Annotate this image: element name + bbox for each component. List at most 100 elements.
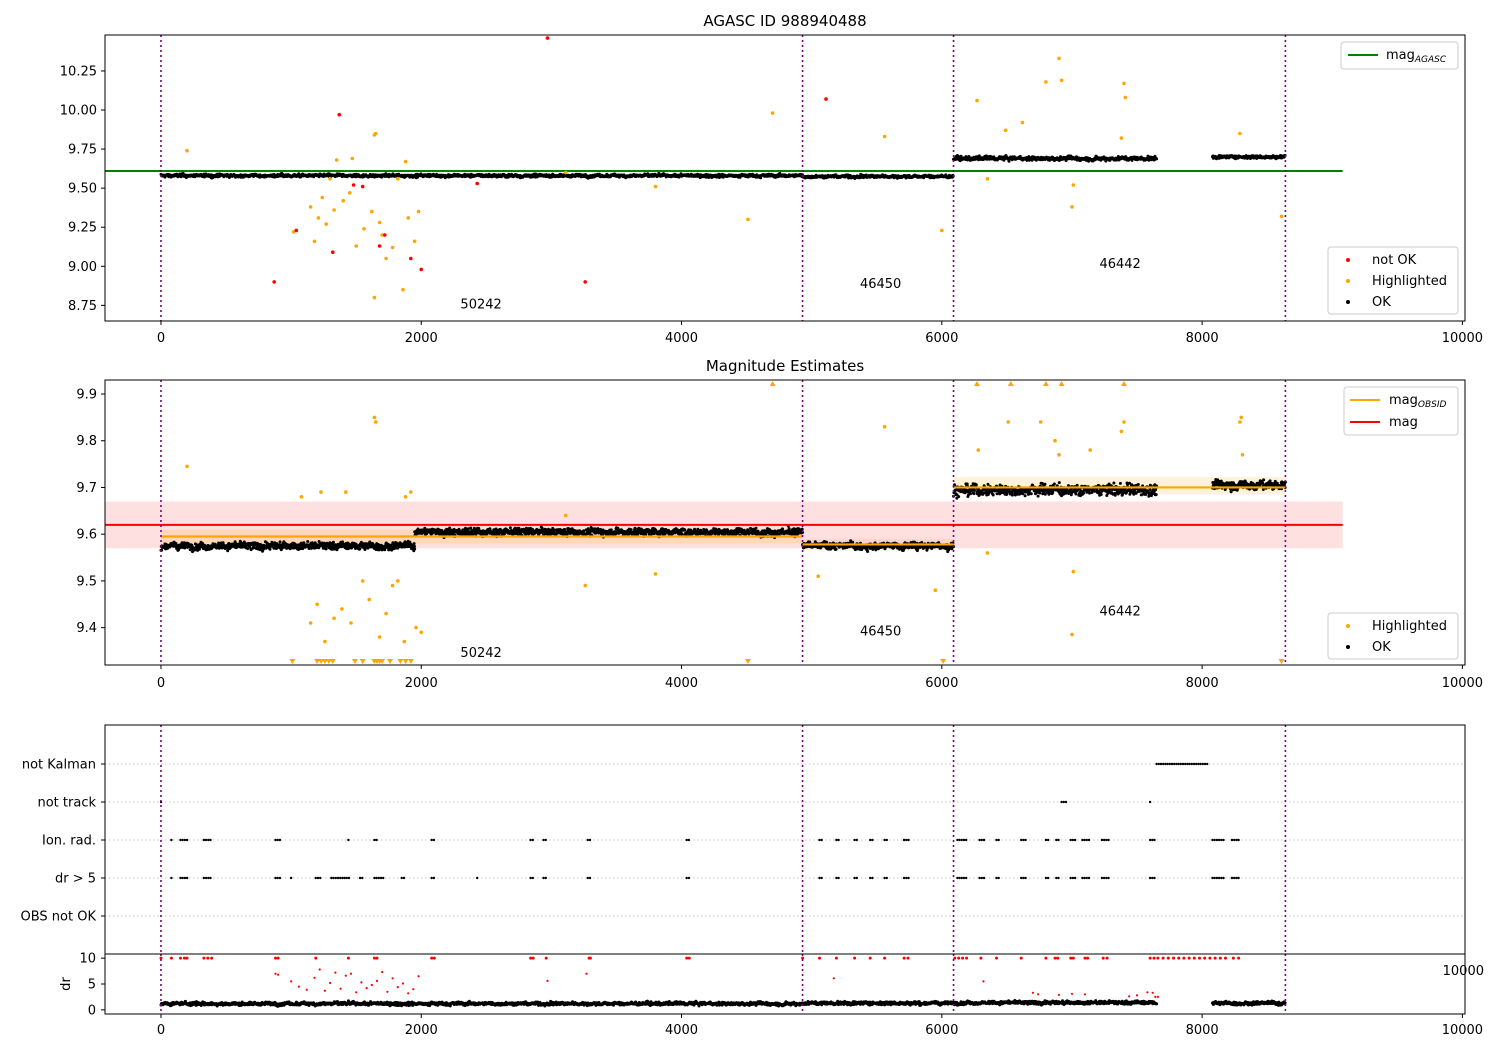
panel1-highlighted-point bbox=[390, 245, 395, 250]
panel2-title: Magnitude Estimates bbox=[706, 357, 864, 375]
panel2-ok-point bbox=[469, 526, 473, 530]
panel1-highlighted-point bbox=[1020, 120, 1025, 125]
panel1-highlighted-point bbox=[332, 208, 336, 212]
panel1-highlighted-point bbox=[324, 222, 329, 226]
panel2-ok-point bbox=[412, 544, 416, 548]
panel1-not-ok-point bbox=[360, 184, 365, 189]
panel1-highlighted-point bbox=[985, 177, 990, 181]
legend-highlighted-label: Highlighted bbox=[1372, 274, 1447, 289]
panel1-highlighted-point bbox=[347, 191, 352, 195]
panel2-y-tick-label: 9.5 bbox=[76, 574, 97, 589]
panel1-highlighted-point bbox=[308, 205, 313, 209]
magnitude-estimates-panel: Magnitude Estimates 9.49.59.69.79.89.9 0… bbox=[76, 357, 1483, 691]
panel1-highlighted-point bbox=[372, 295, 377, 300]
panel1-x-tick-label: 2000 bbox=[405, 331, 438, 346]
panel1-highlighted-point bbox=[940, 228, 944, 233]
panel2-ok-point bbox=[413, 547, 417, 551]
panel1-y-tick-label: 9.75 bbox=[68, 143, 97, 158]
panel1-highlighted-point bbox=[1123, 95, 1128, 100]
panel1-highlighted-point bbox=[882, 134, 887, 139]
panel1-highlighted-point bbox=[396, 177, 400, 181]
panel1-y-tick-label: 10.25 bbox=[60, 64, 97, 79]
panel2-x-tick-label: 6000 bbox=[925, 676, 958, 691]
panel1-highlighted-point bbox=[373, 131, 378, 136]
agasc-magnitude-panel: AGASC ID 988940488 8.759.009.259.509.751… bbox=[60, 12, 1483, 346]
panel1-obsid-label: 50242 bbox=[460, 297, 501, 312]
panel1-highlighted-point bbox=[370, 209, 374, 214]
panel1-not-ok-point bbox=[351, 183, 356, 187]
panel2-y-tick-label: 9.4 bbox=[76, 621, 97, 636]
panel1-highlighted-point bbox=[1044, 80, 1048, 84]
panel1-ok-points bbox=[159, 154, 1287, 180]
panel1-highlighted-point bbox=[770, 111, 775, 115]
panel2-ok-point bbox=[477, 527, 481, 530]
panel2-ok-point bbox=[633, 526, 637, 530]
panel1-highlighted-point bbox=[653, 184, 658, 189]
panel1-highlighted-point bbox=[185, 148, 189, 153]
panel1-highlighted-point bbox=[406, 216, 411, 220]
panel1-highlighted-point bbox=[1003, 128, 1008, 133]
panel1-y-tick-label: 10.00 bbox=[60, 104, 97, 119]
panel1-highlighted-point bbox=[334, 158, 339, 162]
panel1-not-ok-point bbox=[331, 250, 335, 254]
panel1-highlighted-point bbox=[1057, 56, 1061, 61]
panel2-x-tick-label: 10000 bbox=[1442, 676, 1483, 691]
panel1-not-ok-point bbox=[824, 97, 828, 101]
panel2-x-tick-label: 8000 bbox=[1186, 676, 1219, 691]
panel2-ok-point bbox=[629, 528, 633, 532]
panel1-not-ok-point bbox=[475, 181, 480, 186]
panel2-ok-point bbox=[306, 540, 310, 543]
panel1-highlighted-point bbox=[975, 98, 979, 103]
panel1-highlighted-point bbox=[412, 239, 417, 244]
panel1-highlighted-point bbox=[354, 244, 359, 248]
panel2-ok-point bbox=[834, 547, 838, 551]
panel1-highlighted-point bbox=[416, 209, 421, 214]
panel1-x-tick-label: 10000 bbox=[1442, 331, 1483, 346]
panel1-highlighted-point bbox=[362, 227, 366, 231]
panel1-highlighted-point bbox=[401, 287, 405, 292]
panel1-not-ok-point bbox=[337, 112, 342, 117]
panel1-x-tick-label: 0 bbox=[157, 331, 165, 346]
panel1-highlighted-point bbox=[1238, 131, 1242, 136]
panel1-y-tick-label: 8.75 bbox=[68, 299, 97, 314]
panel2-y-tick-label: 9.8 bbox=[76, 434, 97, 449]
panel1-not-ok-point bbox=[294, 228, 299, 233]
panel1-obsid-label: 46450 bbox=[860, 277, 901, 292]
panel1-not-ok-point bbox=[377, 244, 382, 248]
panel2-ok-point bbox=[517, 526, 521, 530]
panel1-x-tick-labels: 0 2000 4000 6000 8000 10000 bbox=[157, 321, 1483, 346]
panel1-highlighted-point bbox=[1279, 214, 1284, 219]
panel2-ok-point bbox=[508, 526, 512, 530]
panel1-highlighted-point bbox=[350, 156, 355, 161]
panel2-ok-point bbox=[781, 527, 785, 531]
legend-not-ok-marker bbox=[1346, 258, 1350, 262]
panel2-ok-point bbox=[278, 540, 282, 544]
panel1-y-tick-label: 9.25 bbox=[68, 221, 97, 236]
panel2-ok-point bbox=[331, 540, 335, 544]
panel1-highlighted-point bbox=[746, 217, 750, 222]
panel2-ok-point bbox=[358, 547, 362, 551]
panel2-y-tick-label: 9.9 bbox=[76, 388, 97, 403]
panel2-y-tick-labels: 9.49.59.69.79.89.9 bbox=[76, 388, 105, 636]
panel1-title: AGASC ID 988940488 bbox=[703, 12, 866, 30]
panel1-highlighted-point bbox=[1119, 136, 1124, 140]
panel1-not-ok-point bbox=[545, 36, 550, 40]
panel1-x-tick-label: 4000 bbox=[665, 331, 698, 346]
panel1-highlighted-point bbox=[1070, 205, 1074, 209]
panel1-point-legend: not OK Highlighted OK bbox=[1327, 246, 1459, 315]
panel1-not-ok-point bbox=[409, 256, 413, 261]
panel2-ok-point bbox=[412, 542, 416, 546]
panel1-not-ok-point bbox=[383, 233, 387, 237]
panel2-ok-point bbox=[324, 547, 328, 551]
panel1-x-tick-label: 6000 bbox=[925, 331, 958, 346]
panel1-not-ok-point bbox=[272, 280, 277, 284]
panel2-ok-point bbox=[363, 548, 367, 551]
panel1-highlighted-point bbox=[563, 170, 568, 175]
panel2-x-tick-label: 0 bbox=[157, 676, 165, 691]
panel2-ok-point bbox=[268, 547, 272, 551]
panel1-highlighted-point bbox=[1122, 81, 1126, 86]
panel1-y-tick-label: 9.00 bbox=[68, 260, 97, 275]
